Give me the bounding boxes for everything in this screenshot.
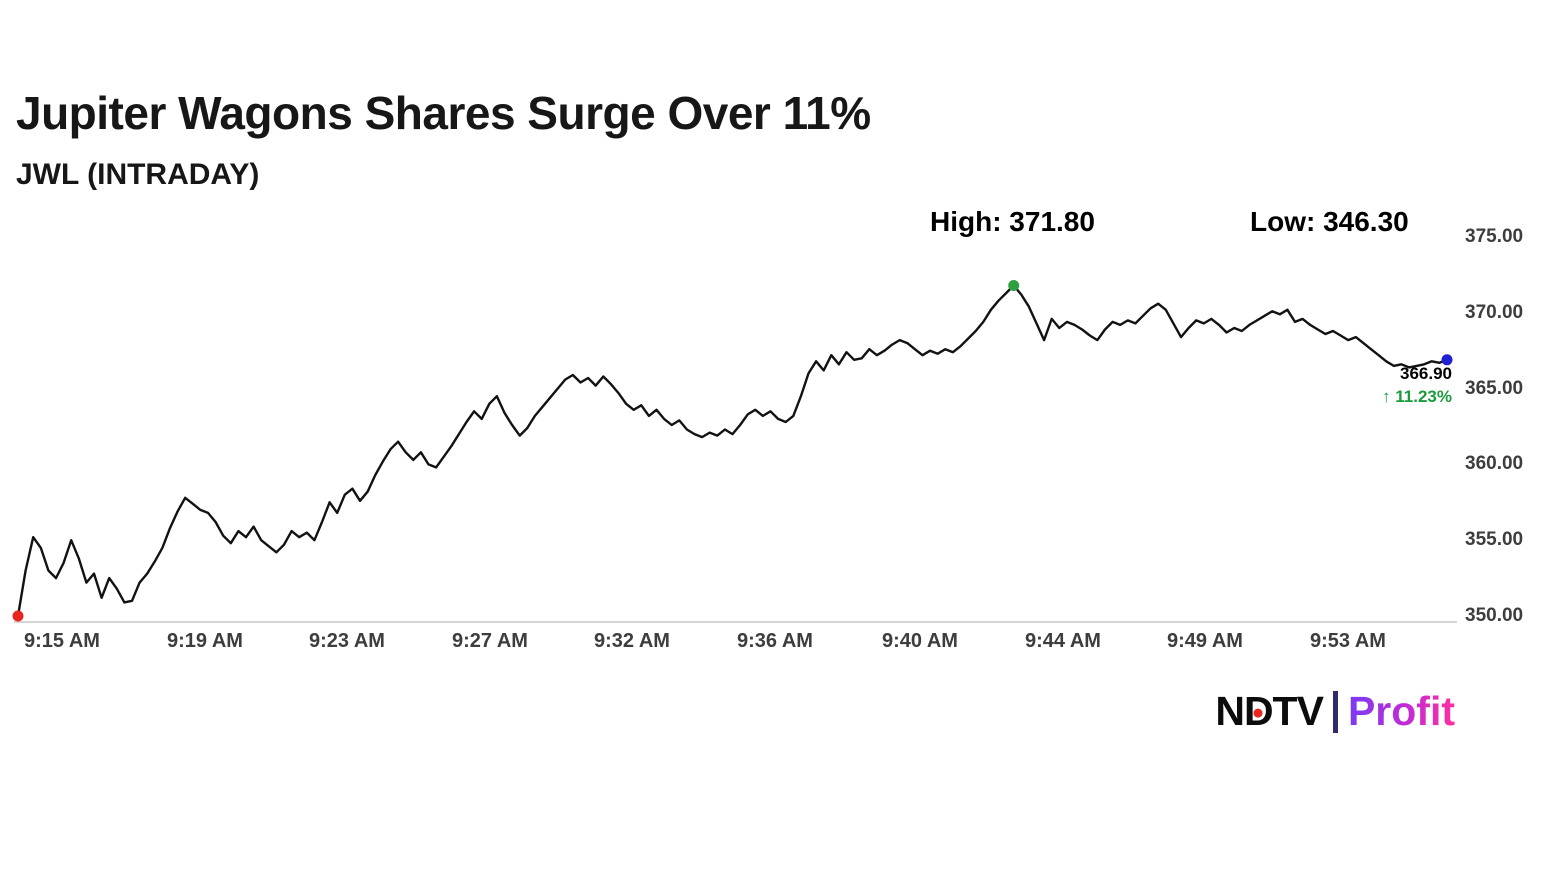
ndtv-wordmark: NDTV bbox=[1215, 688, 1324, 735]
y-tick-label: 375.00 bbox=[1465, 226, 1524, 247]
last-marker bbox=[1441, 354, 1453, 366]
y-tick-label: 360.00 bbox=[1465, 453, 1524, 475]
x-tick-label: 9:40 AM bbox=[882, 630, 958, 652]
x-tick-label: 9:49 AM bbox=[1167, 630, 1243, 652]
last-price-value: 366.90 bbox=[1400, 364, 1452, 383]
open-marker bbox=[12, 610, 24, 622]
change-percent-value: 11.23% bbox=[1395, 387, 1452, 406]
x-tick-label: 9:32 AM bbox=[594, 630, 670, 652]
symbol-subtitle: JWL (INTRADAY) bbox=[16, 158, 260, 191]
y-tick-label: 365.00 bbox=[1465, 377, 1524, 399]
y-tick-label: 350.00 bbox=[1465, 605, 1524, 626]
x-tick-label: 9:23 AM bbox=[309, 630, 385, 652]
high-marker bbox=[1008, 280, 1020, 291]
change-percent: ↑ 11.23% bbox=[1382, 387, 1452, 407]
ndtv-profit-logo: NDTV Profit bbox=[1215, 688, 1455, 735]
profit-wordmark: Profit bbox=[1347, 688, 1455, 734]
ndtv-red-dot-icon bbox=[1253, 708, 1263, 718]
x-tick-label: 9:15 AM bbox=[24, 630, 100, 652]
ndtv-letter-n: N bbox=[1215, 688, 1245, 734]
y-tick-label: 355.00 bbox=[1465, 529, 1524, 551]
x-tick-label: 9:36 AM bbox=[737, 630, 813, 652]
logo-divider bbox=[1332, 690, 1338, 733]
ndtv-letters-tv: TV bbox=[1272, 688, 1324, 734]
last-price-callout: 366.90 ↑ 11.23% bbox=[1382, 364, 1452, 407]
page-title: Jupiter Wagons Shares Surge Over 11% bbox=[16, 87, 871, 139]
high-stat: High: 371.80 bbox=[930, 206, 1095, 237]
up-arrow-icon: ↑ bbox=[1382, 387, 1391, 406]
ndtv-letter-d: D bbox=[1244, 688, 1274, 735]
x-tick-label: 9:27 AM bbox=[452, 630, 528, 652]
low-stat: Low: 346.30 bbox=[1250, 206, 1409, 237]
x-tick-label: 9:53 AM bbox=[1310, 630, 1386, 652]
x-tick-label: 9:44 AM bbox=[1025, 630, 1101, 652]
price-line bbox=[16, 284, 1449, 618]
y-tick-label: 370.00 bbox=[1465, 301, 1524, 323]
x-tick-label: 9:19 AM bbox=[167, 630, 243, 652]
